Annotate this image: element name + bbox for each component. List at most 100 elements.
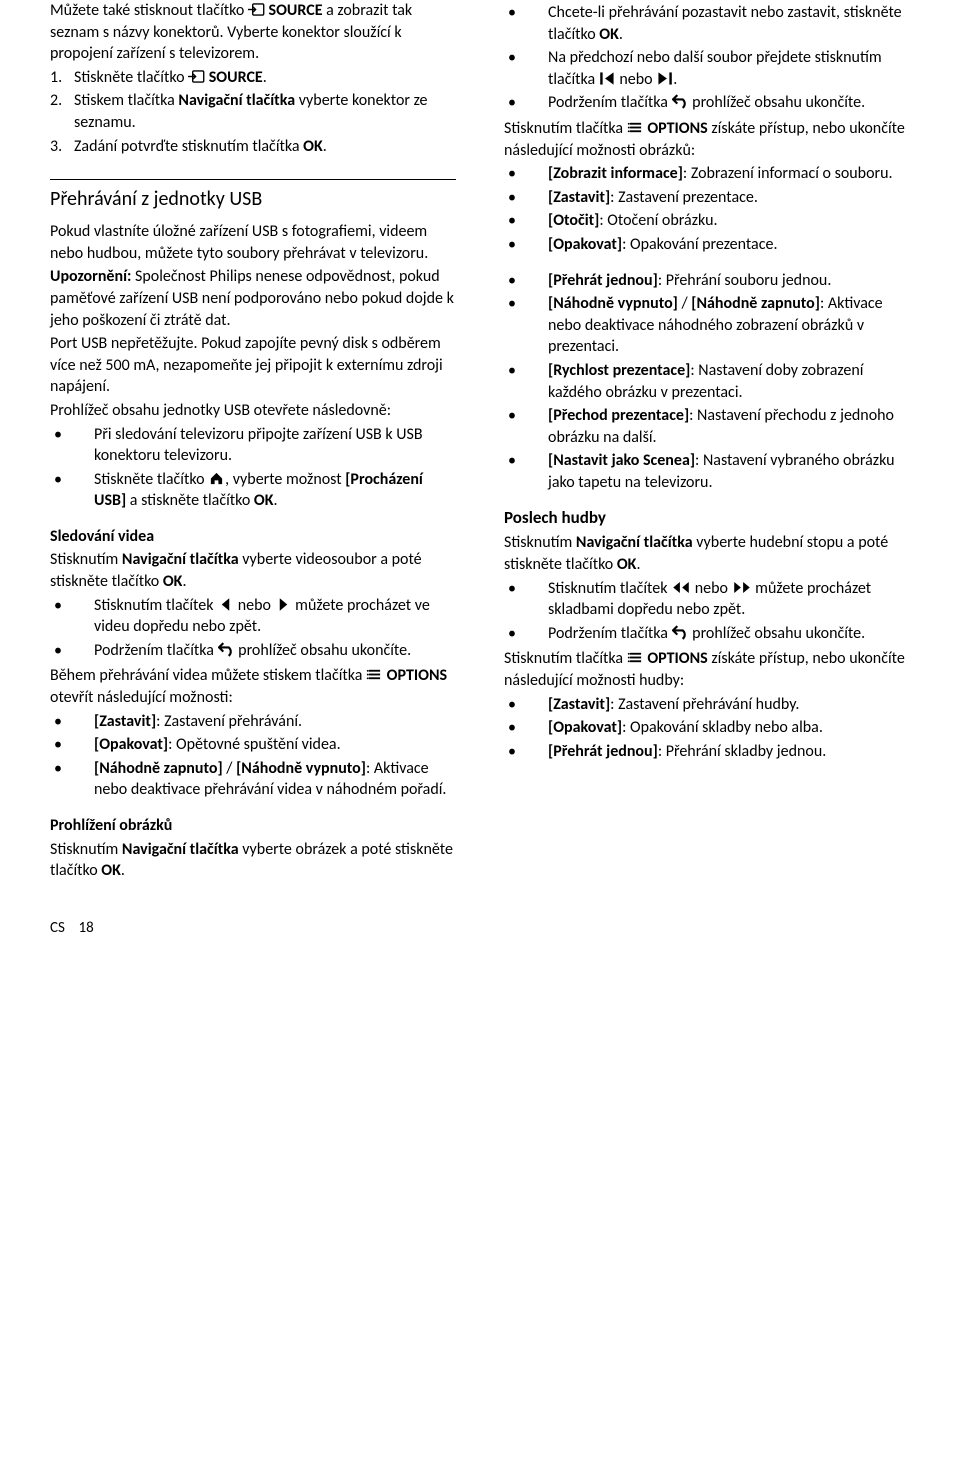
list-item: Na předchozí nebo další soubor přejdete … [504, 47, 910, 90]
back-icon [218, 642, 235, 657]
footer-lang: CS [50, 919, 65, 937]
text: Podržením tlačítka [548, 624, 672, 643]
usb-bullets: Při sledování televizoru připojte zaříze… [50, 424, 456, 512]
list-item: Chcete-li přehrávání pozastavit nebo zas… [504, 2, 910, 45]
text: [Zastavit] [548, 188, 610, 207]
text: Navigační tlačítka [122, 840, 239, 859]
text: [Náhodně zapnuto] [94, 759, 223, 778]
text: [Opakovat] [548, 235, 622, 254]
text: . [619, 25, 623, 44]
list-item: [Otočit]: Otočení obrázku. [504, 210, 910, 232]
usb-p3: Port USB nepřetěžujte. Pokud zapojíte pe… [50, 333, 456, 398]
text: Stisknutím tlačítka [504, 649, 627, 668]
list-item: [Zastavit]: Zastavení přehrávání hudby. [504, 694, 910, 716]
text: Stiskněte tlačítko [94, 470, 208, 489]
back-icon [672, 625, 689, 640]
text: OK [617, 555, 637, 574]
text: [Opakovat] [548, 718, 622, 737]
step-2: 2.Stiskem tlačítka Navigační tlačítka vy… [50, 90, 456, 133]
text: [Nastavit jako Scenea] [548, 451, 695, 470]
list-item: [Zastavit]: Zastavení prezentace. [504, 187, 910, 209]
img-bullets: Chcete-li přehrávání pozastavit nebo zas… [504, 2, 910, 114]
usb-p4: Prohlížeč obsahu jednotky USB otevřete n… [50, 400, 456, 422]
text: [Přehrát jednou] [548, 271, 658, 290]
text: Stisknutím [50, 840, 122, 859]
list-item: Podržením tlačítka prohlížeč obsahu ukon… [504, 92, 910, 114]
video-subhead: Sledování videa [50, 526, 456, 548]
text: . [636, 555, 640, 574]
text: [Opakovat] [94, 735, 168, 754]
step-number: 1. [50, 67, 62, 89]
text: . [182, 572, 186, 591]
text: Zadání potvrďte stisknutím tlačítka [74, 137, 303, 156]
music-p2: Stisknutím tlačítka OPTIONS získáte přís… [504, 648, 910, 691]
text: Při sledování televizoru připojte zaříze… [94, 425, 423, 466]
text: Navigační tlačítka [122, 550, 239, 569]
text: [Zastavit] [94, 712, 156, 731]
source-icon [248, 2, 265, 17]
text: . [263, 68, 267, 87]
list-item: [Náhodně zapnuto] / [Náhodně vypnuto]: A… [50, 758, 456, 801]
list-item: [Opakovat]: Opakování prezentace. [504, 234, 910, 256]
text: : Zobrazení informací o souboru. [683, 164, 893, 183]
text: Stisknutím tlačítka [504, 119, 627, 138]
music-options: [Zastavit]: Zastavení přehrávání hudby. … [504, 694, 910, 763]
text: nebo [691, 579, 731, 598]
home-icon [208, 471, 225, 486]
list-item: [Opakovat]: Opakování skladby nebo alba. [504, 717, 910, 739]
images-subhead: Prohlížení obrázků [50, 815, 456, 837]
options-icon [366, 667, 383, 682]
music-subhead: Poslech hudby [504, 507, 910, 530]
options-icon [627, 120, 644, 135]
text: prohlížeč obsahu ukončíte. [689, 624, 866, 643]
music-bullets: Stisknutím tlačítek nebo můžete procháze… [504, 578, 910, 645]
text: [Náhodně vypnuto] [236, 759, 366, 778]
source-icon [188, 69, 205, 84]
text: : Zastavení přehrávání. [156, 712, 302, 731]
intro-paragraph: Můžete také stisknout tlačítko SOURCE a … [50, 0, 456, 65]
video-bullets: Stisknutím tlačítek nebo můžete procháze… [50, 595, 456, 662]
video-p2: Během přehrávání videa můžete stiskem tl… [50, 665, 456, 708]
left-column: Můžete také stisknout tlačítko SOURCE a … [50, 0, 456, 884]
forward-icon [732, 580, 752, 595]
options-icon [627, 650, 644, 665]
text: nebo [234, 596, 274, 615]
text: / [223, 759, 236, 778]
list-item: [Rychlost prezentace]: Nastavení doby zo… [504, 360, 910, 403]
usb-p1: Pokud vlastníte úložné zařízení USB s fo… [50, 221, 456, 264]
list-item: Stiskněte tlačítko , vyberte možnost [Pr… [50, 469, 456, 512]
right-column: Chcete-li přehrávání pozastavit nebo zas… [504, 0, 910, 884]
usb-p2: Upozornění: Společnost Philips nenese od… [50, 266, 456, 331]
usb-section-title: Přehrávání z jednotky USB [50, 179, 456, 213]
text: Stiskem tlačítka [74, 91, 178, 110]
page-footer: CS 18 [50, 918, 910, 938]
list-item: [Zobrazit informace]: Zobrazení informac… [504, 163, 910, 185]
list-item: [Přehrát jednou]: Přehrání souboru jedno… [504, 270, 910, 292]
text: , vyberte možnost [225, 470, 345, 489]
text: nebo [616, 70, 656, 89]
text: Podržením tlačítka [94, 641, 218, 660]
left-icon [217, 597, 234, 612]
text: OK [599, 25, 619, 44]
text: OK [163, 572, 183, 591]
list-item: Podržením tlačítka prohlížeč obsahu ukon… [504, 623, 910, 645]
text: : Přehrání skladby jednou. [658, 742, 826, 761]
text: . [274, 491, 278, 510]
text: : Přehrání souboru jednou. [658, 271, 832, 290]
text: OK [254, 491, 274, 510]
list-item: Při sledování televizoru připojte zaříze… [50, 424, 456, 467]
text: Stisknutím tlačítek [94, 596, 217, 615]
text: [Zobrazit informace] [548, 164, 683, 183]
list-item: Stisknutím tlačítek nebo můžete procháze… [50, 595, 456, 638]
text: [Náhodně vypnuto] [548, 294, 678, 313]
text: : Opakování skladby nebo alba. [622, 718, 823, 737]
video-p1: Stisknutím Navigační tlačítka vyberte vi… [50, 549, 456, 592]
text: / [678, 294, 691, 313]
right-icon [275, 597, 292, 612]
text: otevřít následující možnosti: [50, 688, 233, 707]
text: [Otočit] [548, 211, 599, 230]
text: . [323, 137, 327, 156]
text: [Přechod prezentace] [548, 406, 689, 425]
text: : Opakování prezentace. [622, 235, 777, 254]
text: SOURCE [205, 68, 263, 87]
